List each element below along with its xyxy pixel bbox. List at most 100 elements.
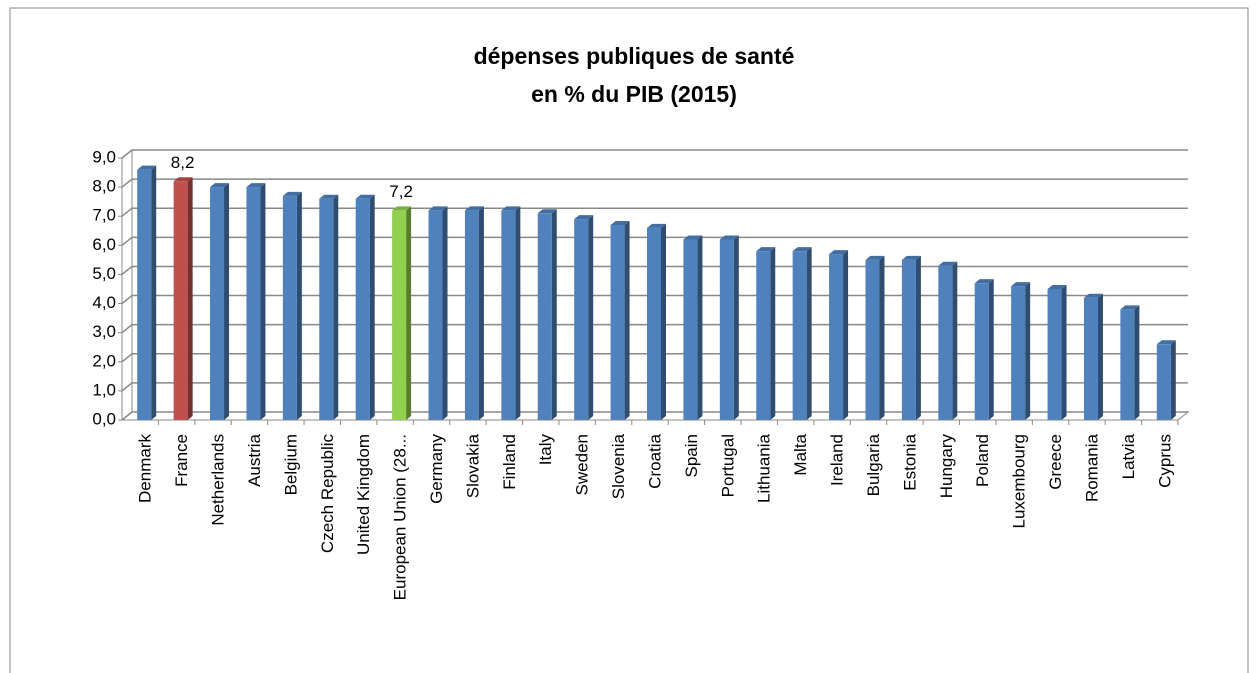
bar-top xyxy=(901,255,921,260)
x-tick-label: Ireland xyxy=(828,434,847,486)
chart-title: dépenses publiques de santé xyxy=(474,43,795,69)
bar xyxy=(1083,297,1098,420)
bar-side xyxy=(661,223,666,420)
bar xyxy=(282,195,297,420)
bar-top xyxy=(683,235,703,240)
chart-title: en % du PIB (2015) xyxy=(531,81,737,107)
x-tick-label: European Union (28... xyxy=(391,434,410,600)
x-tick-label: Lithuania xyxy=(755,433,774,503)
bar xyxy=(246,187,261,420)
bar-side xyxy=(770,247,776,420)
bar xyxy=(719,239,734,420)
x-tick-label: United Kingdom xyxy=(354,434,373,555)
bar-top xyxy=(428,206,448,211)
bar-top xyxy=(574,215,594,220)
bar-side xyxy=(442,206,448,420)
bar xyxy=(537,213,552,420)
bar-top xyxy=(319,194,339,199)
bar-side xyxy=(843,250,849,420)
x-tick-label: Finland xyxy=(500,434,519,490)
bar xyxy=(901,259,916,420)
bar-side xyxy=(1097,293,1103,420)
x-tick-label: Cyprus xyxy=(1155,434,1174,488)
bar-top xyxy=(501,206,521,211)
back-wall xyxy=(121,148,133,422)
bar xyxy=(756,251,771,420)
x-tick-label: Denmark xyxy=(136,434,155,503)
grid-line xyxy=(121,149,1188,159)
bar-side xyxy=(806,247,812,420)
bar xyxy=(1047,289,1062,420)
bar-side xyxy=(915,255,921,420)
bar-side xyxy=(478,206,484,420)
bar-top xyxy=(829,250,849,255)
x-tick-label: Greece xyxy=(1046,434,1065,490)
bar-top xyxy=(246,183,266,188)
bar xyxy=(173,181,188,420)
y-tick-label: 0,0 xyxy=(92,409,116,428)
x-tick-label: Poland xyxy=(973,434,992,487)
bar-top xyxy=(282,191,302,196)
bar-side xyxy=(697,235,703,420)
bar-side xyxy=(624,220,630,420)
x-tick-label: Bulgaria xyxy=(864,433,883,496)
x-tick-label: Malta xyxy=(791,433,810,475)
y-tick-label: 8,0 xyxy=(92,177,116,196)
bar-side xyxy=(333,194,339,420)
x-tick-label: Czech Republic xyxy=(318,434,337,554)
x-tick-label: Germany xyxy=(427,434,446,504)
y-tick-label: 7,0 xyxy=(92,206,116,225)
bar xyxy=(974,283,989,420)
x-tick-label: Netherlands xyxy=(209,434,228,526)
bar xyxy=(428,210,443,420)
bar-top xyxy=(137,165,157,170)
x-tick-label: Romania xyxy=(1082,433,1101,502)
grid-line xyxy=(121,207,1188,217)
y-tick-label: 2,0 xyxy=(92,351,116,370)
y-tick-label: 3,0 xyxy=(92,322,116,341)
bar-top xyxy=(756,247,776,252)
bar-side xyxy=(260,183,266,420)
x-tick-label: Slovenia xyxy=(609,433,628,499)
bar xyxy=(137,169,152,420)
bar-side xyxy=(1061,285,1067,420)
bar-top xyxy=(647,223,666,228)
bar xyxy=(319,198,334,420)
grid-line xyxy=(121,236,1188,246)
y-tick-label: 1,0 xyxy=(92,380,116,399)
bar-side xyxy=(1025,282,1031,420)
bar xyxy=(501,210,516,420)
bar-top xyxy=(974,279,994,284)
x-tick-label: Luxembourg xyxy=(1010,434,1029,529)
y-tick-label: 6,0 xyxy=(92,235,116,254)
bar-side xyxy=(733,235,739,420)
bar-side xyxy=(224,183,230,420)
y-tick-label: 9,0 xyxy=(92,147,116,166)
bar-top xyxy=(1083,293,1103,298)
bar xyxy=(1120,309,1135,420)
x-tick-label: Austria xyxy=(245,433,264,486)
x-tick-label: Estonia xyxy=(900,433,919,490)
bar xyxy=(1011,286,1026,420)
bar xyxy=(938,265,953,420)
x-tick-label: Slovakia xyxy=(463,433,482,498)
grid-line xyxy=(121,178,1188,188)
bar-side xyxy=(406,206,412,420)
bar-top xyxy=(464,206,484,211)
x-tick-label: Croatia xyxy=(645,433,664,488)
bar xyxy=(355,198,370,420)
x-tick-label: Hungary xyxy=(937,434,956,499)
bar-top xyxy=(938,261,958,266)
bar xyxy=(792,251,807,420)
bar-side xyxy=(879,255,885,420)
bar-top xyxy=(210,183,230,188)
bar-side xyxy=(1170,340,1176,420)
bar xyxy=(829,254,844,420)
bar xyxy=(865,259,880,420)
x-tick-label: Latvia xyxy=(1119,433,1138,479)
bar-top xyxy=(1011,282,1031,287)
bar-side xyxy=(151,165,157,420)
y-tick-label: 4,0 xyxy=(92,293,116,312)
x-tick-label: France xyxy=(172,434,191,487)
bar-top xyxy=(355,194,375,199)
